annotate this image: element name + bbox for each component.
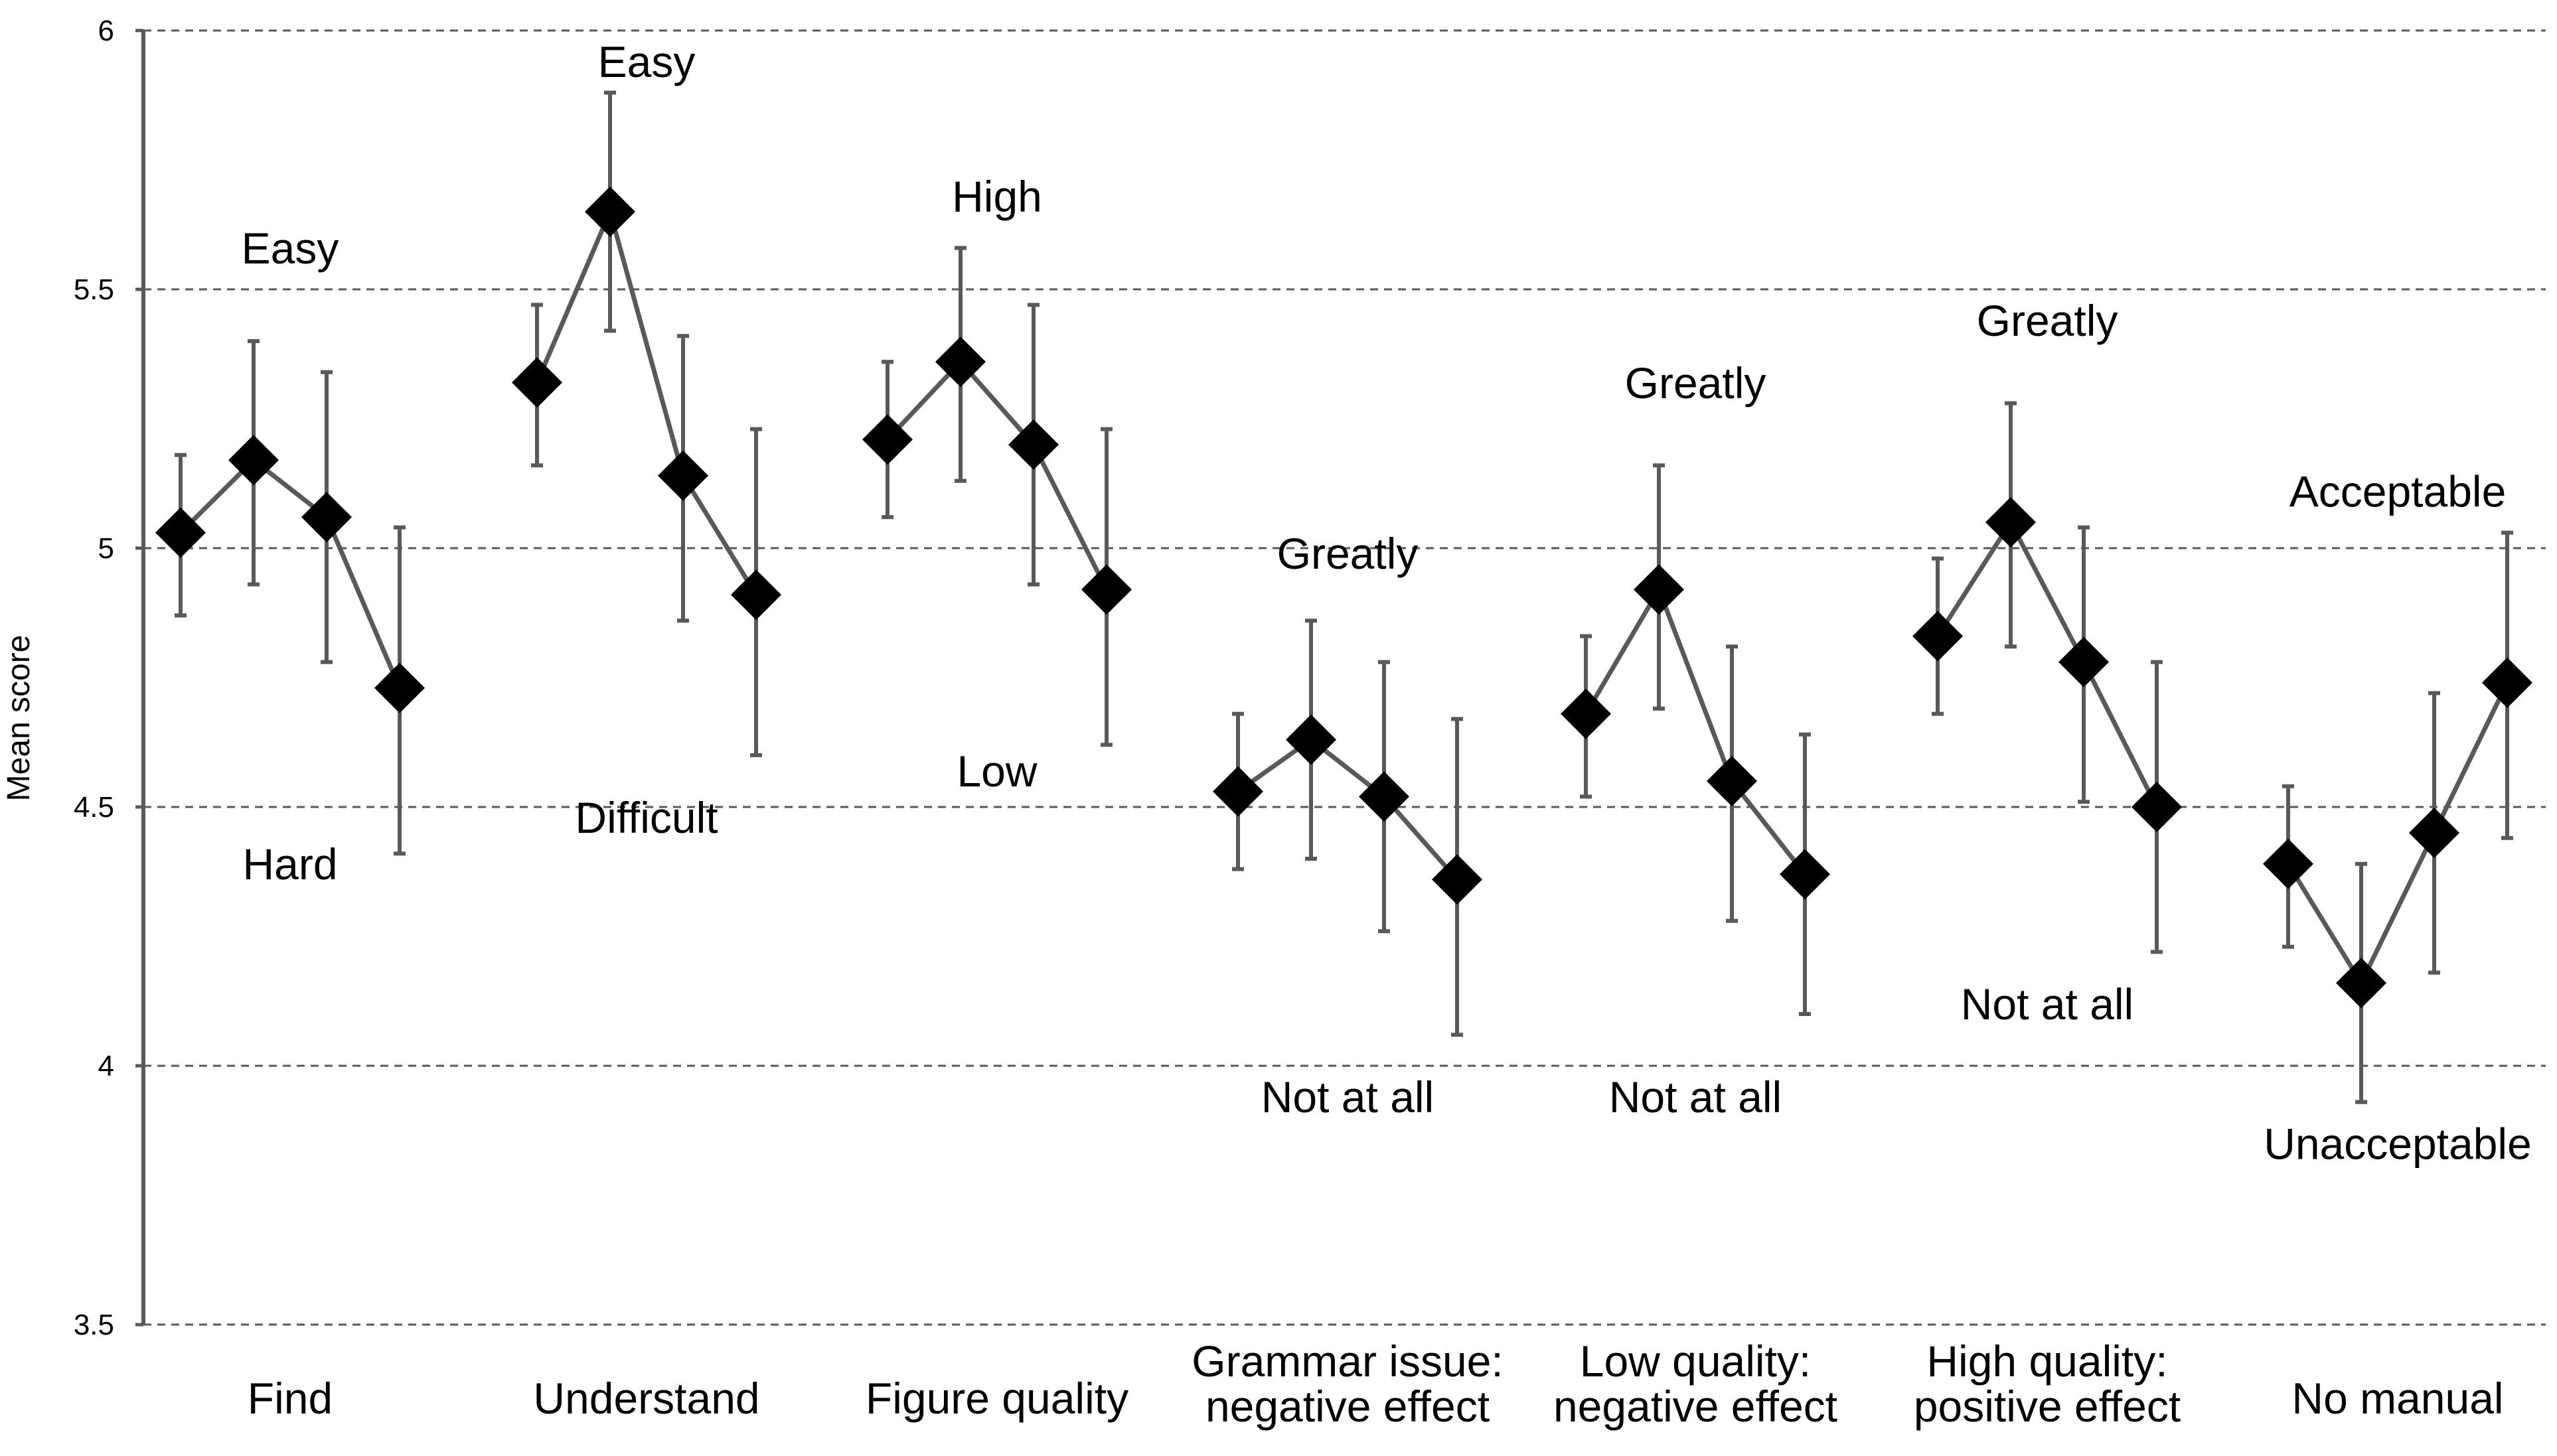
data-point-6-1	[1912, 611, 1963, 662]
y-tick-label-4: 4	[98, 1050, 114, 1082]
data-point-3-4	[1081, 564, 1132, 615]
gridlines	[143, 29, 2546, 1326]
annotation-6-1: Greatly	[1977, 296, 2118, 345]
y-tick-label-5.5: 5.5	[74, 273, 114, 306]
x-category-label-3: Figure quality	[866, 1374, 1128, 1423]
x-category-label-2: Understand	[533, 1374, 759, 1423]
annotation-5-1: Greatly	[1625, 358, 1766, 407]
annotation-3-1: High	[952, 172, 1042, 221]
series-group-3	[862, 246, 1132, 747]
axes	[135, 29, 145, 1327]
series-line-6	[1936, 520, 2159, 808]
series-line-1	[179, 457, 402, 689]
series-line-4	[1236, 737, 1459, 881]
annotation-5-2: Not at all	[1609, 1072, 1782, 1122]
data-point-6-2	[1985, 497, 2036, 547]
series-line-3	[886, 359, 1109, 591]
series-line-5	[1583, 587, 1807, 876]
x-category-label-5-line-1: Low quality:	[1580, 1337, 1812, 1386]
series-group-6	[1912, 401, 2182, 954]
annotation-7-2: Unacceptable	[2264, 1119, 2532, 1168]
x-category-label-5-line-2: negative effect	[1553, 1382, 1837, 1431]
x-category-label-1: Find	[248, 1374, 333, 1423]
data-point-7-3	[2409, 808, 2459, 858]
data-point-3-1	[862, 414, 913, 465]
data-point-5-2	[1634, 564, 1684, 615]
data-point-3-2	[935, 336, 986, 388]
y-axis-label: Mean score	[1, 635, 37, 802]
annotation-1-1: Easy	[242, 224, 339, 273]
y-tick-label-3.5: 3.5	[74, 1309, 114, 1341]
series-group-2	[512, 90, 781, 757]
data-point-1-1	[155, 507, 206, 558]
data-point-6-3	[2058, 636, 2109, 688]
x-category-label-7: No manual	[2291, 1374, 2503, 1423]
x-category-label-4-line-1: Grammar issue:	[1192, 1337, 1503, 1386]
data-point-5-3	[1707, 756, 1757, 806]
y-tick-label-6: 6	[98, 15, 114, 47]
data-point-5-4	[1780, 849, 1830, 900]
data-point-1-4	[374, 662, 425, 713]
data-point-3-3	[1008, 419, 1059, 470]
data-point-7-2	[2336, 958, 2386, 1009]
data-point-1-2	[228, 435, 279, 486]
series-group-4	[1213, 619, 1482, 1037]
data-point-4-1	[1213, 766, 1263, 817]
data-point-2-2	[585, 186, 635, 237]
data-point-6-4	[2131, 782, 2182, 832]
data-point-2-1	[512, 357, 562, 408]
series-line-7	[2286, 682, 2510, 985]
data-point-2-4	[731, 569, 781, 620]
data-point-4-3	[1359, 771, 1409, 822]
data-point-4-4	[1432, 854, 1482, 905]
annotation-7-1: Acceptable	[2289, 467, 2507, 516]
series	[155, 90, 2532, 1104]
series-group-7	[2263, 530, 2532, 1104]
annotation-4-1: Greatly	[1277, 529, 1419, 578]
data-point-7-4	[2482, 657, 2532, 708]
data-point-7-1	[2263, 838, 2313, 889]
series-line-2	[534, 209, 758, 597]
annotation-3-2: Low	[957, 747, 1037, 796]
data-point-4-2	[1286, 714, 1336, 765]
series-group-1	[155, 339, 425, 856]
annotation-2-1: Easy	[598, 37, 696, 86]
y-tick-label-4.5: 4.5	[74, 791, 114, 824]
annotation-4-2: Not at all	[1261, 1072, 1434, 1122]
data-point-2-3	[658, 450, 708, 501]
data-point-5-1	[1561, 688, 1611, 739]
annotation-6-2: Not at all	[1961, 980, 2133, 1029]
annotation-2-2: Difficult	[575, 793, 718, 842]
data-point-1-3	[301, 492, 352, 543]
labels: 3.5 4 4.5 5 5.5 6 Easy Hard Find Easy Difficult Und…	[74, 15, 2532, 1431]
x-category-label-4-line-2: negative effect	[1205, 1382, 1490, 1431]
series-group-5	[1561, 463, 1830, 1016]
x-category-label-6-line-2: positive effect	[1914, 1382, 2181, 1431]
annotation-1-2: Hard	[242, 839, 337, 889]
x-category-label-6-line-1: High quality:	[1926, 1337, 2167, 1386]
y-tick-label-5: 5	[98, 532, 114, 565]
